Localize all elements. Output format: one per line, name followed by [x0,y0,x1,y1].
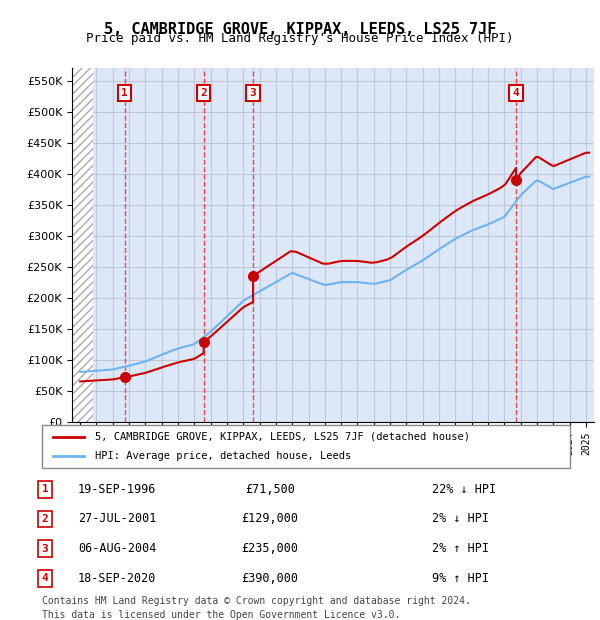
Text: 5, CAMBRIDGE GROVE, KIPPAX, LEEDS, LS25 7JF: 5, CAMBRIDGE GROVE, KIPPAX, LEEDS, LS25 … [104,22,496,37]
Text: £235,000: £235,000 [241,542,299,555]
Text: 18-SEP-2020: 18-SEP-2020 [78,572,157,585]
Text: 06-AUG-2004: 06-AUG-2004 [78,542,157,555]
Text: 22% ↓ HPI: 22% ↓ HPI [432,483,496,495]
Text: 9% ↑ HPI: 9% ↑ HPI [432,572,489,585]
Text: Contains HM Land Registry data © Crown copyright and database right 2024.: Contains HM Land Registry data © Crown c… [42,596,471,606]
Text: Price paid vs. HM Land Registry's House Price Index (HPI): Price paid vs. HM Land Registry's House … [86,32,514,45]
Text: £71,500: £71,500 [245,483,295,495]
Text: £129,000: £129,000 [241,513,299,525]
Text: 2: 2 [41,514,49,524]
Text: 1: 1 [121,88,128,98]
Text: 4: 4 [41,574,49,583]
Text: This data is licensed under the Open Government Licence v3.0.: This data is licensed under the Open Gov… [42,610,400,620]
Text: £390,000: £390,000 [241,572,299,585]
Text: HPI: Average price, detached house, Leeds: HPI: Average price, detached house, Leed… [95,451,351,461]
Text: 5, CAMBRIDGE GROVE, KIPPAX, LEEDS, LS25 7JF (detached house): 5, CAMBRIDGE GROVE, KIPPAX, LEEDS, LS25 … [95,432,470,442]
Bar [72,68,93,422]
Text: 3: 3 [41,544,49,554]
Text: 27-JUL-2001: 27-JUL-2001 [78,513,157,525]
Text: 19-SEP-1996: 19-SEP-1996 [78,483,157,495]
Text: 2% ↓ HPI: 2% ↓ HPI [432,513,489,525]
FancyBboxPatch shape [42,425,570,468]
Text: 3: 3 [250,88,256,98]
Text: 2% ↑ HPI: 2% ↑ HPI [432,542,489,555]
Text: 1: 1 [41,484,49,494]
Text: 4: 4 [512,88,520,98]
Text: 2: 2 [200,88,207,98]
